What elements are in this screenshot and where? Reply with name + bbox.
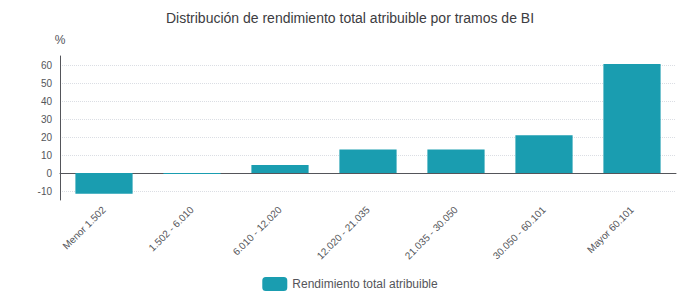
svg-text:60: 60: [41, 60, 53, 71]
svg-text:30: 30: [41, 114, 53, 125]
svg-text:0: 0: [46, 168, 52, 179]
svg-text:21.035 - 30.050: 21.035 - 30.050: [403, 204, 461, 262]
svg-text:12.020 - 21.035: 12.020 - 21.035: [315, 204, 373, 262]
svg-text:30.050 - 60.101: 30.050 - 60.101: [491, 204, 549, 262]
svg-text:40: 40: [41, 96, 53, 107]
svg-text:Mayor 60.101: Mayor 60.101: [585, 204, 636, 255]
svg-text:50: 50: [41, 78, 53, 89]
svg-text:-10: -10: [38, 186, 53, 197]
svg-text:1.502 - 6.010: 1.502 - 6.010: [147, 204, 197, 254]
svg-text:Rendimiento total atribuible: Rendimiento total atribuible: [292, 277, 438, 291]
svg-text:10: 10: [41, 150, 53, 161]
svg-text:%: %: [55, 33, 66, 47]
svg-text:Distribución de rendimiento to: Distribución de rendimiento total atribu…: [166, 10, 534, 26]
svg-text:20: 20: [41, 132, 53, 143]
svg-text:Menor 1.502: Menor 1.502: [60, 204, 108, 252]
svg-text:6.010 - 12.020: 6.010 - 12.020: [231, 204, 285, 258]
